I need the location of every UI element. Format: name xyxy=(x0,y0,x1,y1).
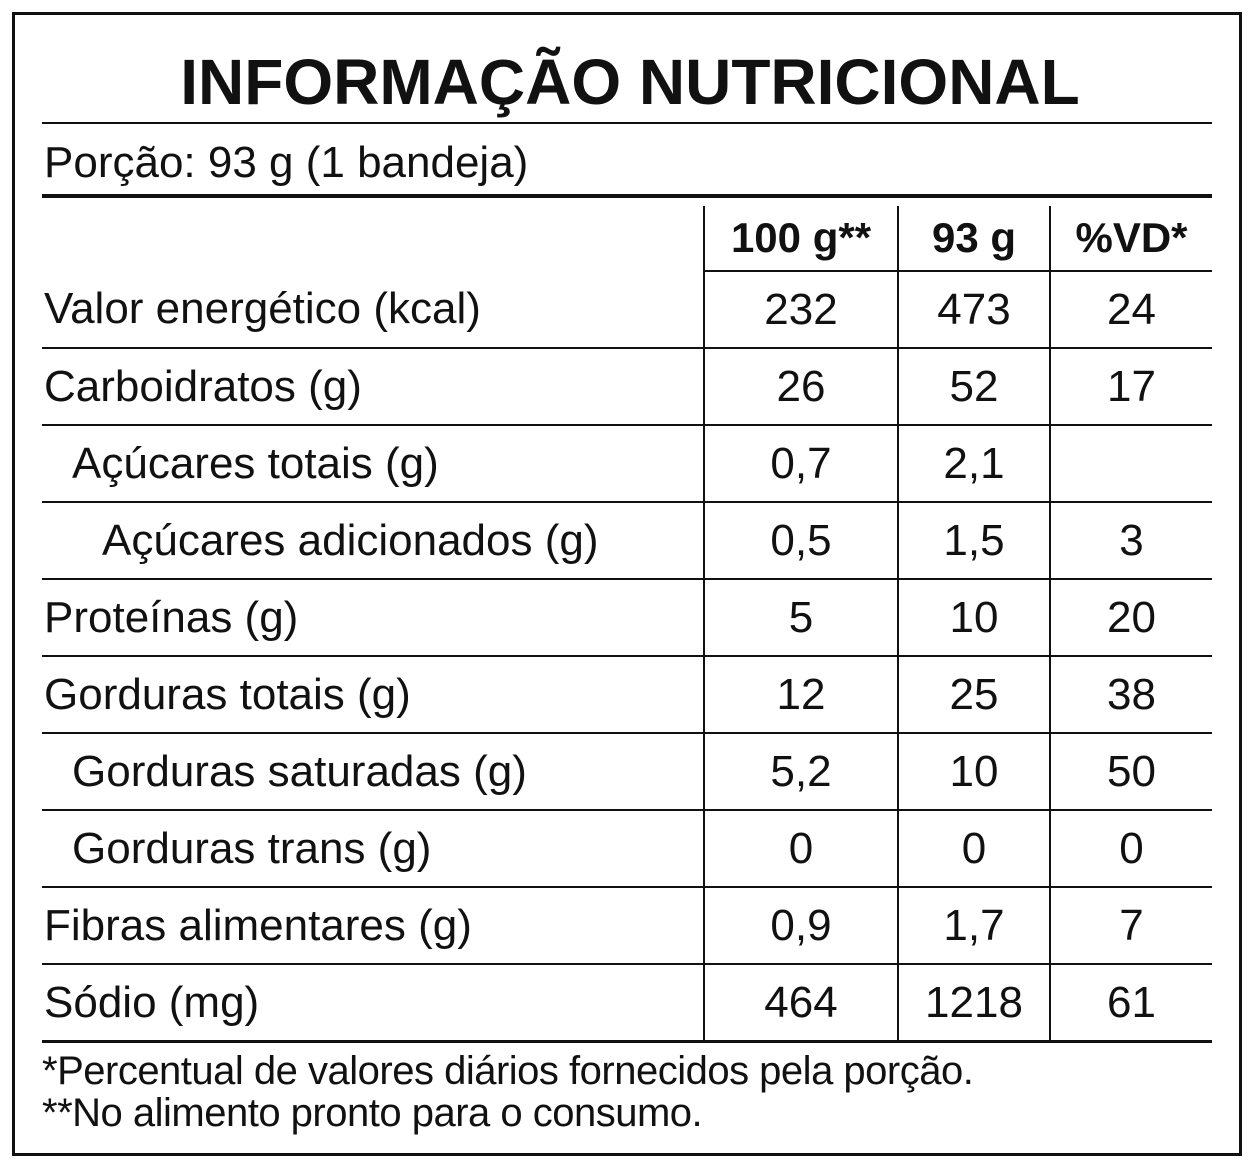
nutrient-label: Sódio (mg) xyxy=(42,964,704,1043)
value-per-100g: 232 xyxy=(703,271,898,349)
value-daily-percent: 61 xyxy=(1049,964,1212,1043)
header-per-portion: 93 g xyxy=(897,206,1050,272)
footnote-daily-value: *Percentual de valores diários fornecido… xyxy=(42,1049,974,1093)
nutrient-label: Açúcares adicionados (g) xyxy=(42,502,704,580)
value-per-100g: 0,5 xyxy=(703,502,898,580)
nutrition-label-frame xyxy=(12,12,1242,1156)
nutrient-label: Gorduras trans (g) xyxy=(42,810,704,888)
value-daily-percent: 38 xyxy=(1049,656,1212,734)
footnote-ready-to-eat: **No alimento pronto para o consumo. xyxy=(42,1091,703,1135)
value-per-portion: 1218 xyxy=(897,964,1050,1043)
table-header-row: 100 g** 93 g %VD* xyxy=(42,206,1212,272)
nutrient-row: Gorduras trans (g) 0 0 0 xyxy=(42,810,1212,888)
portion-size: Porção: 93 g (1 bandeja) xyxy=(44,138,529,187)
value-per-100g: 0 xyxy=(703,810,898,888)
value-per-portion: 10 xyxy=(897,733,1050,811)
value-daily-percent: 3 xyxy=(1049,502,1212,580)
nutrient-label: Valor energético (kcal) xyxy=(42,271,704,349)
nutrient-row: Gorduras totais (g) 12 25 38 xyxy=(42,656,1212,734)
value-per-100g: 5,2 xyxy=(703,733,898,811)
value-per-100g: 26 xyxy=(703,348,898,426)
value-per-portion: 2,1 xyxy=(897,425,1050,503)
nutrient-label: Carboidratos (g) xyxy=(42,348,704,426)
value-daily-percent: 50 xyxy=(1049,733,1212,811)
value-per-portion: 25 xyxy=(897,656,1050,734)
value-per-portion: 473 xyxy=(897,271,1050,349)
nutrient-row: Gorduras saturadas (g) 5,2 10 50 xyxy=(42,733,1212,811)
value-per-100g: 0,9 xyxy=(703,887,898,965)
value-per-100g: 464 xyxy=(703,964,898,1043)
title-divider xyxy=(42,122,1212,124)
value-daily-percent: 17 xyxy=(1049,348,1212,426)
nutrient-label: Gorduras totais (g) xyxy=(42,656,704,734)
nutrient-row: Carboidratos (g) 26 52 17 xyxy=(42,348,1212,426)
value-daily-percent: 24 xyxy=(1049,271,1212,349)
label-title: INFORMAÇÃO NUTRICIONAL xyxy=(180,46,1080,118)
nutrient-row: Sódio (mg) 464 1218 61 xyxy=(42,964,1212,1043)
value-daily-percent: 20 xyxy=(1049,579,1212,657)
portion-divider xyxy=(42,194,1212,198)
nutrient-row: Valor energético (kcal) 232 473 24 xyxy=(42,271,1212,349)
header-blank-cell xyxy=(42,206,704,271)
header-daily-value: %VD* xyxy=(1049,206,1212,272)
value-per-portion: 52 xyxy=(897,348,1050,426)
value-daily-percent: 7 xyxy=(1049,887,1212,965)
value-per-portion: 0 xyxy=(897,810,1050,888)
value-per-100g: 12 xyxy=(703,656,898,734)
nutrient-row: Proteínas (g) 5 10 20 xyxy=(42,579,1212,657)
value-per-portion: 1,5 xyxy=(897,502,1050,580)
nutrient-row: Açúcares totais (g) 0,7 2,1 xyxy=(42,425,1212,503)
nutrition-table: 100 g** 93 g %VD* Valor energético (kcal… xyxy=(42,206,1212,1043)
nutrient-label: Fibras alimentares (g) xyxy=(42,887,704,965)
value-per-portion: 10 xyxy=(897,579,1050,657)
value-per-100g: 0,7 xyxy=(703,425,898,503)
value-per-portion: 1,7 xyxy=(897,887,1050,965)
value-per-100g: 5 xyxy=(703,579,898,657)
nutrient-row: Açúcares adicionados (g) 0,5 1,5 3 xyxy=(42,502,1212,580)
nutrient-label: Gorduras saturadas (g) xyxy=(42,733,704,811)
value-daily-percent xyxy=(1049,425,1212,503)
nutrient-label: Açúcares totais (g) xyxy=(42,425,704,503)
nutrient-label: Proteínas (g) xyxy=(42,579,704,657)
nutrient-row: Fibras alimentares (g) 0,9 1,7 7 xyxy=(42,887,1212,965)
header-per-100g: 100 g** xyxy=(703,206,898,272)
footnotes: *Percentual de valores diários fornecido… xyxy=(42,1049,974,1135)
value-daily-percent: 0 xyxy=(1049,810,1212,888)
